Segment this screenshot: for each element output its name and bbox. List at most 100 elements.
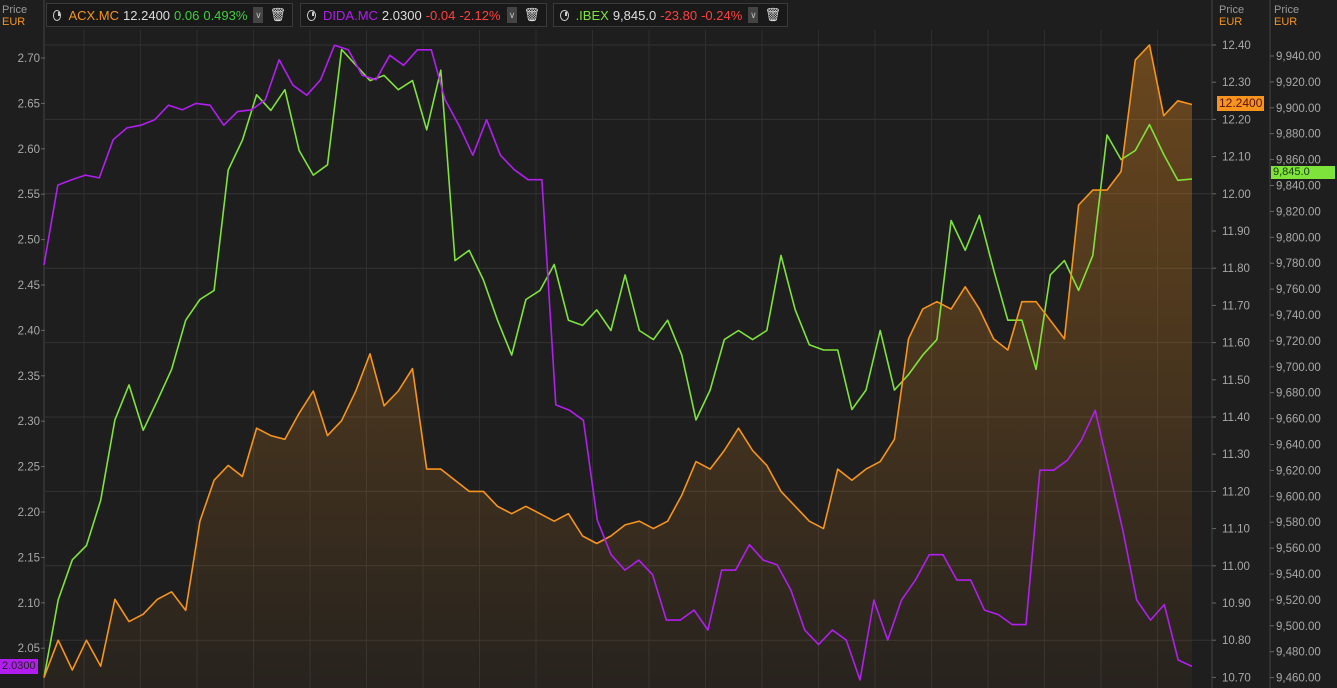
axis-currency-label: EUR [2, 16, 26, 28]
middle-axis-tick-label: 11.90 [1222, 226, 1250, 238]
legend-change: -23.80 [660, 7, 698, 23]
middle-axis-tick-label: 11.30 [1222, 449, 1250, 461]
legend-symbol[interactable]: ACX.MC [68, 7, 120, 23]
series-line-didamc[interactable] [43, 44, 1193, 681]
last-price-badge-acx: 12.2400 [1217, 96, 1265, 111]
chevron-down-icon[interactable]: ∨ [253, 7, 264, 23]
trash-icon[interactable]: 🗑 [269, 7, 286, 22]
right-axis-tick-label: 9,660.00 [1276, 414, 1321, 426]
legend-dida: DIDA.MC 2.0300 -0.04 -2.12% ∨ 🗑 [300, 3, 547, 27]
right-axis-tick-label: 9,860.00 [1276, 155, 1321, 167]
left-axis-tick-label: 2.70 [18, 53, 40, 65]
left-axis-tick-label: 2.55 [18, 189, 40, 201]
legend-ibex: .IBEX 9,845.0 -23.80 -0.24% ∨ 🗑 [553, 3, 788, 27]
right-axis-tick-label: 9,900.00 [1276, 103, 1321, 115]
left-axis-tick-label: 2.50 [18, 235, 40, 247]
middle-axis-tick-label: 10.70 [1222, 672, 1251, 684]
right-axis-tick-label: 9,600.00 [1276, 491, 1321, 503]
last-price-badge-ibex: 9,845.0 [1271, 166, 1335, 179]
middle-axis-tick-label: 11.20 [1222, 486, 1250, 498]
axis-currency-label: EUR [1219, 16, 1243, 28]
right-axis-tick-label: 9,920.00 [1276, 77, 1321, 89]
plot-area [43, 44, 1193, 688]
middle-axis-tick-label: 11.70 [1222, 300, 1250, 312]
middle-axis-tick-label: 10.90 [1222, 598, 1251, 610]
middle-axis-tick-label: 11.50 [1222, 375, 1250, 387]
left-axis-tick-label: 2.40 [18, 325, 40, 337]
left-axis-tick-label: 2.60 [18, 144, 40, 156]
series-line-ibex[interactable] [43, 48, 1193, 678]
right-axis-header: Price EUR [1274, 4, 1299, 28]
left-axis-tick-label: 2.25 [18, 462, 40, 474]
series-area-acxmc [44, 45, 1192, 688]
middle-axis-tick-label: 12.10 [1222, 152, 1251, 164]
clock-icon [560, 9, 569, 21]
axis-ticks: 2.70 2.65 2.60 2.55 2.50 2.45 2.40 2.35 2.30 2.25… [18, 40, 1321, 685]
chevron-down-icon[interactable]: ∨ [748, 7, 759, 23]
legend-pct: -2.12% [459, 7, 501, 23]
right-axis-tick-label: 9,800.00 [1276, 232, 1321, 244]
legend-price: 12.2400 [123, 7, 171, 23]
legend-price: 9,845.0 [612, 7, 657, 23]
left-axis-tick-label: 2.35 [18, 371, 40, 383]
right-axis-tick-label: 9,720.00 [1276, 336, 1321, 348]
trash-icon[interactable]: 🗑 [764, 7, 781, 22]
chevron-down-icon[interactable]: ∨ [506, 7, 518, 23]
right-axis-tick-label: 9,940.00 [1276, 51, 1321, 63]
right-axis-tick-label: 9,540.00 [1276, 569, 1321, 581]
middle-axis-header: Price EUR [1219, 4, 1244, 28]
middle-axis-tick-label: 12.00 [1222, 189, 1251, 201]
left-axis-tick-label: 2.10 [18, 598, 40, 610]
right-axis-tick-label: 9,780.00 [1276, 258, 1321, 270]
legend-change: 0.06 [174, 7, 200, 23]
right-axis-tick-label: 9,500.00 [1276, 621, 1321, 633]
series-line-acxmc[interactable] [43, 44, 1193, 678]
legend-change: -0.04 [425, 7, 456, 23]
middle-axis-tick-label: 11.00 [1222, 561, 1250, 573]
clock-icon [53, 9, 62, 21]
middle-axis-tick-label: 11.40 [1222, 412, 1250, 424]
middle-axis-tick-label: 12.30 [1222, 77, 1251, 89]
legend-symbol[interactable]: DIDA.MC [323, 7, 378, 23]
right-axis-tick-label: 9,760.00 [1276, 284, 1321, 296]
right-axis-tick-label: 9,880.00 [1276, 129, 1321, 141]
left-axis-tick-label: 2.45 [18, 280, 40, 292]
axis-currency-label: EUR [1274, 16, 1298, 28]
clock-icon [307, 9, 317, 21]
legend-symbol[interactable]: .IBEX [575, 7, 609, 23]
legend-price: 2.0300 [381, 7, 422, 23]
right-axis-tick-label: 9,680.00 [1276, 388, 1321, 400]
middle-axis-tick-label: 10.80 [1222, 635, 1251, 647]
right-axis-tick-label: 9,640.00 [1276, 440, 1321, 452]
middle-axis-tick-label: 12.40 [1222, 40, 1251, 52]
trash-icon[interactable]: 🗑 [523, 7, 540, 22]
right-axis-tick-label: 9,480.00 [1276, 647, 1321, 659]
right-axis-tick-label: 9,560.00 [1276, 543, 1321, 555]
left-axis-tick-label: 2.20 [18, 507, 40, 519]
legend-pct: -0.24% [701, 7, 743, 23]
left-axis-tick-label: 2.05 [18, 643, 40, 655]
axis-price-label: Price [1274, 4, 1300, 16]
middle-axis-tick-label: 11.80 [1222, 263, 1250, 275]
middle-axis-tick-label: 12.20 [1222, 114, 1251, 126]
right-axis-tick-label: 9,740.00 [1276, 310, 1321, 322]
middle-axis-tick-label: 11.10 [1222, 524, 1250, 536]
last-price-badge-dida: 2.0300 [0, 659, 38, 674]
legend-pct: 0.493% [203, 7, 248, 23]
left-axis-tick-label: 2.65 [18, 98, 40, 110]
axis-price-label: Price [1219, 4, 1245, 16]
axis-price-label: Price [2, 4, 28, 16]
right-axis-tick-label: 9,820.00 [1276, 206, 1321, 218]
left-axis-tick-label: 2.15 [18, 552, 40, 564]
right-axis-tick-label: 9,700.00 [1276, 362, 1321, 374]
right-axis-tick-label: 9,460.00 [1276, 673, 1321, 685]
right-axis-tick-label: 9,840.00 [1276, 181, 1321, 193]
left-axis-tick-label: 2.30 [18, 416, 40, 428]
right-axis-tick-label: 9,580.00 [1276, 517, 1321, 529]
left-axis-header: Price EUR [2, 4, 27, 28]
right-axis-tick-label: 9,620.00 [1276, 465, 1321, 477]
legend-acx: ACX.MC 12.2400 0.06 0.493% ∨ 🗑 [46, 3, 293, 27]
middle-axis-tick-label: 11.60 [1222, 338, 1250, 350]
right-axis-tick-label: 9,520.00 [1276, 595, 1321, 607]
